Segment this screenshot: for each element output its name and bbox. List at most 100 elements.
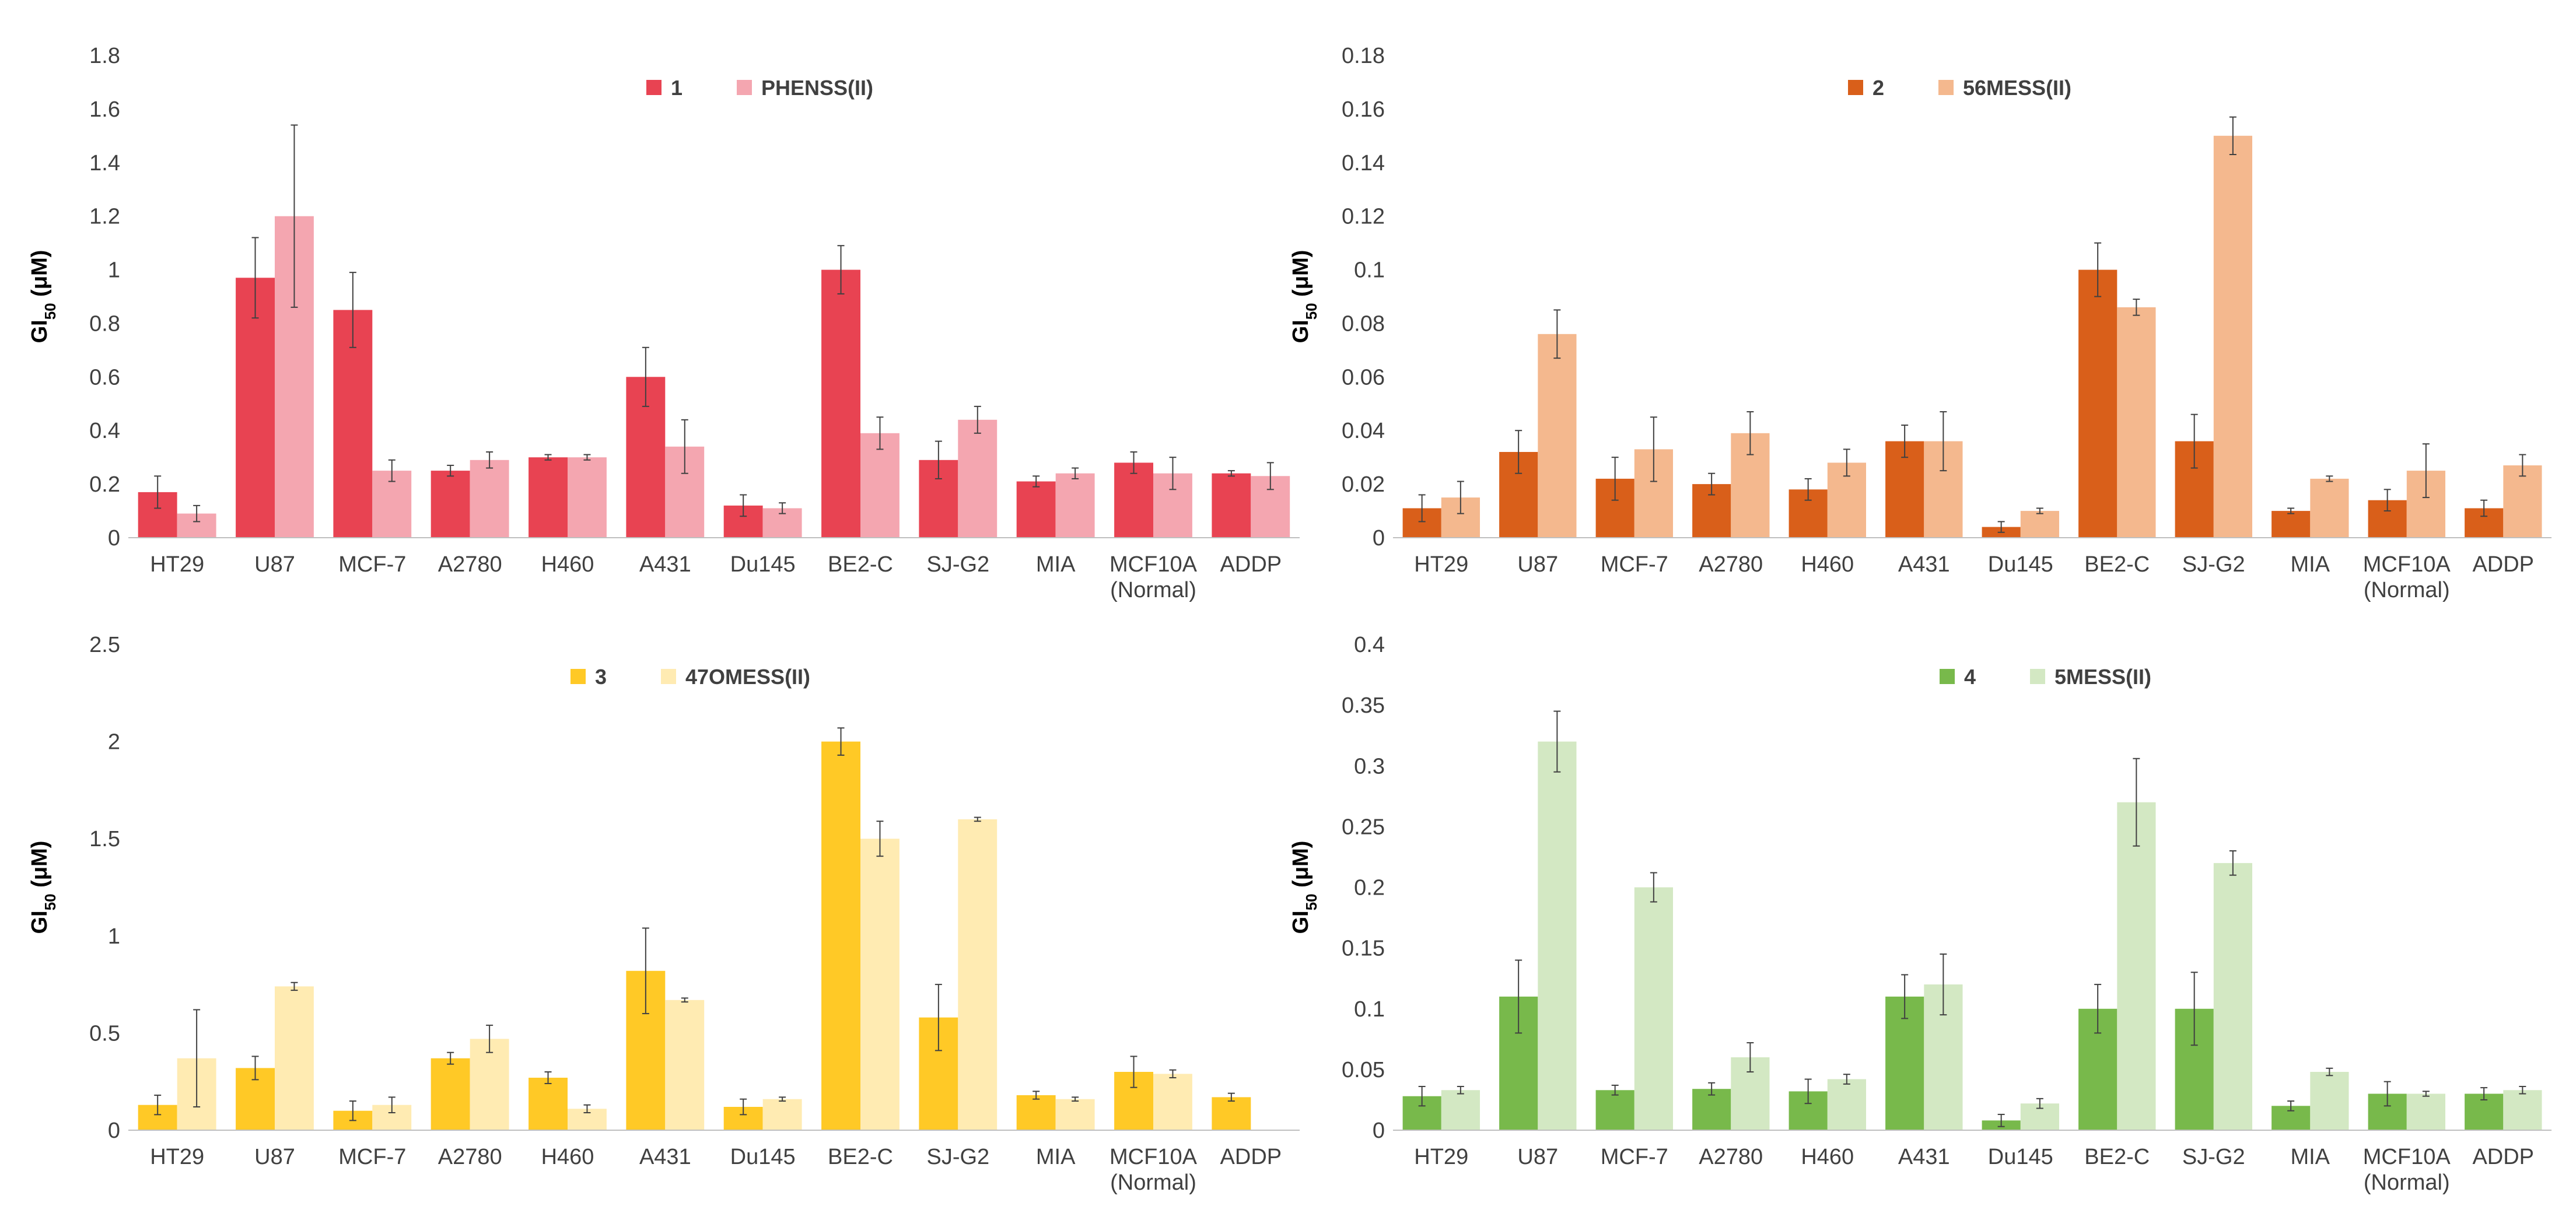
x-category-label: Du145: [730, 1145, 796, 1169]
y-tick-label: 0.3: [1354, 754, 1385, 779]
error-bar: [290, 124, 298, 308]
x-category-label: H460: [541, 1145, 594, 1169]
bar: [1153, 1074, 1192, 1130]
error-bar: [1843, 448, 1850, 477]
error-bar: [1130, 1056, 1138, 1088]
y-tick-label: 0.1: [1354, 258, 1385, 283]
y-tick-label: 0.05: [1342, 1058, 1385, 1082]
error-bar: [1418, 1086, 1426, 1107]
bar: [1114, 462, 1153, 538]
legend-label: PHENSS(II): [761, 76, 873, 100]
error-bar: [1227, 1092, 1235, 1102]
x-category-label: A2780: [438, 1145, 502, 1169]
bar: [2406, 1093, 2445, 1130]
bar: [430, 471, 470, 538]
y-tick-label: 0: [108, 526, 120, 551]
x-category-label: MIA: [2290, 1145, 2330, 1169]
x-category-label: BE2-C: [828, 552, 893, 577]
y-tick-label: 0.14: [1342, 151, 1385, 176]
error-bar: [388, 1096, 396, 1114]
error-bar: [251, 237, 259, 319]
bar: [821, 741, 860, 1130]
y-tick-label: 2: [108, 730, 120, 755]
error-bar: [1072, 467, 1079, 479]
error-bar: [2384, 1081, 2391, 1107]
y-tick-label: 1: [108, 258, 120, 283]
x-category-label: ADDP: [1220, 1145, 1282, 1169]
y-tick-label: 0.1: [1354, 997, 1385, 1022]
y-tick-label: 0.04: [1342, 419, 1385, 443]
bar: [2213, 863, 2252, 1130]
bar: [470, 460, 509, 538]
error-bar: [1169, 457, 1177, 490]
legend-label: 1: [671, 76, 682, 100]
error-bar: [290, 981, 298, 991]
error-bar: [2094, 984, 2102, 1034]
chart-panel-2: 0 0.02 0.04 0.06 0.08 0.1 0.12 0.14 0.16 0.18 GI50…: [1289, 44, 2552, 602]
y-tick-label: 0.6: [89, 365, 120, 390]
error-bar: [876, 416, 884, 450]
error-bar: [2287, 507, 2295, 514]
error-bar: [1940, 953, 1947, 1016]
error-bar: [2133, 299, 2140, 316]
x-category-label: HT29: [150, 552, 204, 577]
error-bar: [1515, 959, 1522, 1034]
error-bar: [544, 1071, 552, 1085]
y-tick-label: 0.2: [1354, 876, 1385, 900]
bar: [2117, 802, 2156, 1130]
bar: [2117, 307, 2156, 538]
x-category-label: HT29: [150, 1145, 204, 1169]
error-bar: [876, 821, 884, 857]
y-tick-label: 0.02: [1342, 472, 1385, 497]
bar: [2020, 511, 2059, 538]
error-bar: [2133, 758, 2140, 847]
y-tick-label: 0.16: [1342, 97, 1385, 122]
y-tick-label: 2.5: [89, 633, 120, 657]
y-tick-label: 0.06: [1342, 365, 1385, 390]
legend-swatch: [1938, 80, 1954, 95]
y-axis-title: GI50 (μM): [27, 841, 59, 934]
bar: [2310, 478, 2349, 538]
legend-label: 56MESS(II): [1963, 76, 2071, 100]
legend-swatch: [737, 80, 752, 95]
error-bar: [1804, 1078, 1812, 1105]
x-category-label: Du145: [730, 552, 796, 577]
legend-label: 3: [595, 665, 607, 689]
error-bar: [681, 419, 688, 474]
error-bar: [1418, 494, 1426, 523]
x-category-label: SJ-G2: [926, 552, 989, 577]
y-tick-label: 0.2: [89, 472, 120, 497]
x-category-label: BE2-C: [828, 1145, 893, 1169]
x-category-label: MCF10A (Normal): [2363, 552, 2451, 602]
error-bar: [2384, 489, 2391, 512]
bar: [1634, 887, 1673, 1130]
error-bar: [1901, 974, 1909, 1019]
y-tick-label: 0.25: [1342, 815, 1385, 839]
error-bar: [1611, 457, 1619, 501]
x-category-label: MCF-7: [338, 552, 406, 577]
x-category-label: ADDP: [2472, 1145, 2534, 1169]
legend-label: 5MESS(II): [2054, 665, 2151, 689]
error-bar: [251, 1056, 259, 1081]
error-bar: [1130, 451, 1138, 474]
x-category-label: MCF-7: [338, 1145, 406, 1169]
error-bar: [974, 405, 981, 434]
error-bar: [1457, 481, 1464, 514]
bar: [2078, 269, 2118, 538]
legend-label: 2: [1873, 76, 1884, 100]
bar: [1538, 741, 1577, 1130]
y-tick-label: 1.2: [89, 205, 120, 229]
error-bar: [2519, 454, 2526, 477]
error-bar: [935, 440, 942, 479]
chart-panel-3: 0 0.5 1 1.5 2 2.5 GI50 (μM) HT29 U87 MCF-7 A2780 H4…: [27, 633, 1300, 1195]
error-bar: [1266, 462, 1274, 490]
legend-label: 47OMESS(II): [685, 665, 810, 689]
error-bar: [349, 1100, 356, 1121]
y-axis-title: GI50 (μM): [27, 250, 59, 343]
error-bar: [1650, 872, 1657, 903]
error-bar: [1708, 472, 1716, 496]
x-category-label: A431: [639, 552, 691, 577]
error-bar: [740, 494, 747, 517]
error-bar: [193, 1009, 201, 1108]
bar: [236, 278, 275, 538]
